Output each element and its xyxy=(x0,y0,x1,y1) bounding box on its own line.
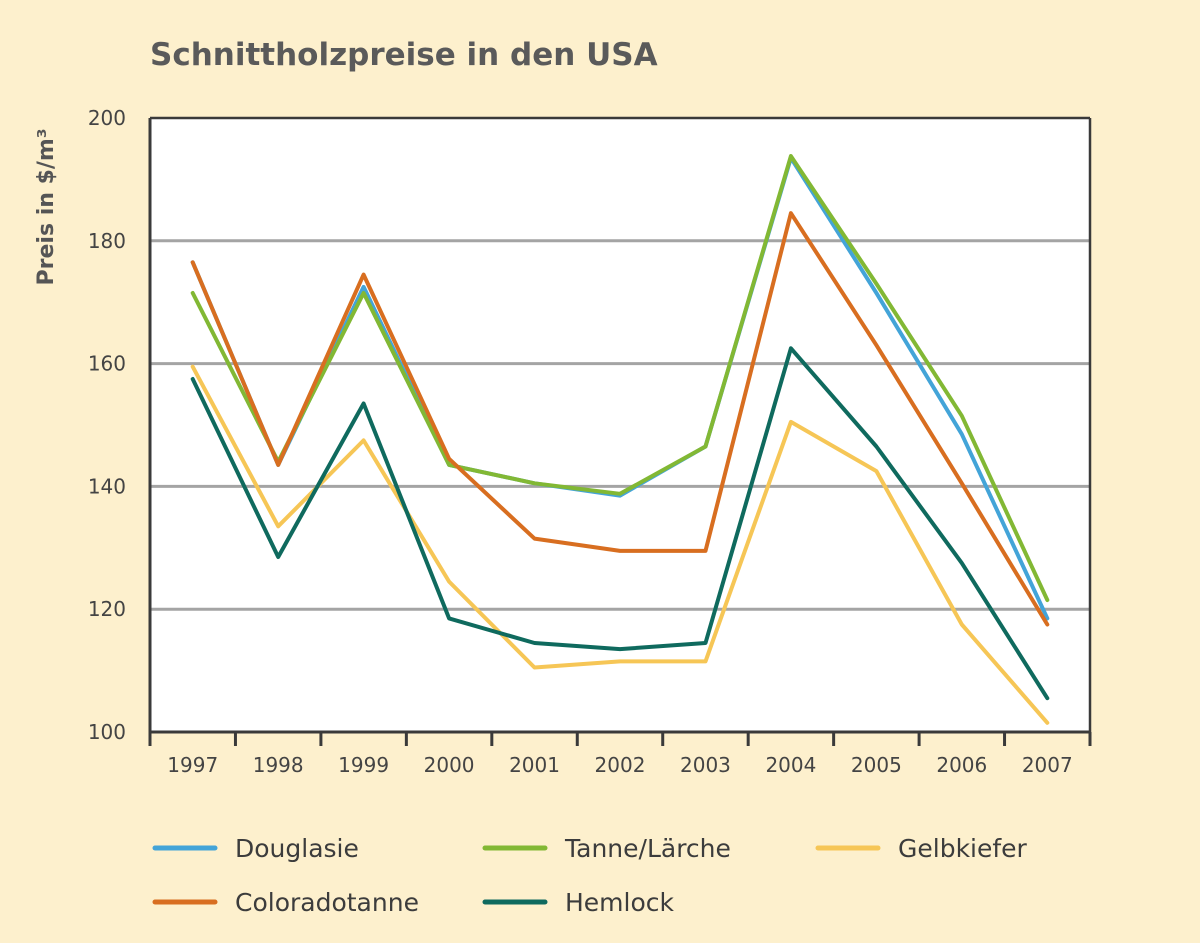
y-tick-label: 160 xyxy=(88,352,126,376)
legend-item-gelbkiefer: Gelbkiefer xyxy=(815,834,1028,863)
series-lines xyxy=(190,154,1050,725)
series-line-hemlock xyxy=(190,346,1050,701)
x-tick-label: 2004 xyxy=(765,753,816,777)
y-tick-labels: 100 120 140 160 180 200 xyxy=(88,106,126,744)
x-tick-label: 2000 xyxy=(424,753,475,777)
legend-item-douglasie: Douglasie xyxy=(152,834,359,863)
legend-item-tanne-l-rche: Tanne/Lärche xyxy=(482,834,731,863)
x-tick-label: 1999 xyxy=(338,753,389,777)
x-tick-label: 2003 xyxy=(680,753,731,777)
series-line-coloradotanne xyxy=(190,211,1050,627)
y-tick-label: 180 xyxy=(88,229,126,253)
x-tick-label: 1998 xyxy=(253,753,304,777)
y-tick-label: 120 xyxy=(88,597,126,621)
y-tick-label: 140 xyxy=(88,474,126,498)
x-tick-label: 1997 xyxy=(167,753,218,777)
legend-label: Douglasie xyxy=(235,834,359,863)
x-tick-labels: 1997 1998 1999 2000 2001 2002 2003 2004 2005 2006… xyxy=(167,753,1072,777)
x-tick-label: 2001 xyxy=(509,753,560,777)
x-tick-label: 2002 xyxy=(595,753,646,777)
series-line-gelbkiefer xyxy=(190,364,1050,725)
x-tick-label: 2006 xyxy=(936,753,987,777)
legend-label: Hemlock xyxy=(565,888,675,917)
series-line-tanne-l-rche xyxy=(190,154,1050,602)
plot-area xyxy=(150,118,1090,732)
y-axis-label: Preis in $/m³ xyxy=(34,129,59,286)
chart-title: Schnittholzpreise in den USA xyxy=(150,37,658,73)
legend-item-coloradotanne: Coloradotanne xyxy=(152,888,419,917)
y-tick-label: 100 xyxy=(88,720,126,744)
legend: Douglasie Tanne/Lärche Gelbkiefer Coloradot… xyxy=(152,834,1028,917)
x-tick-label: 2005 xyxy=(851,753,902,777)
legend-label: Gelbkiefer xyxy=(898,834,1028,863)
y-tick-label: 200 xyxy=(88,106,126,130)
legend-label: Tanne/Lärche xyxy=(564,834,731,863)
x-tick-label: 2007 xyxy=(1022,753,1073,777)
legend-item-hemlock: Hemlock xyxy=(482,888,675,917)
legend-label: Coloradotanne xyxy=(235,888,419,917)
gridlines xyxy=(150,239,1090,611)
axes xyxy=(148,116,1092,746)
